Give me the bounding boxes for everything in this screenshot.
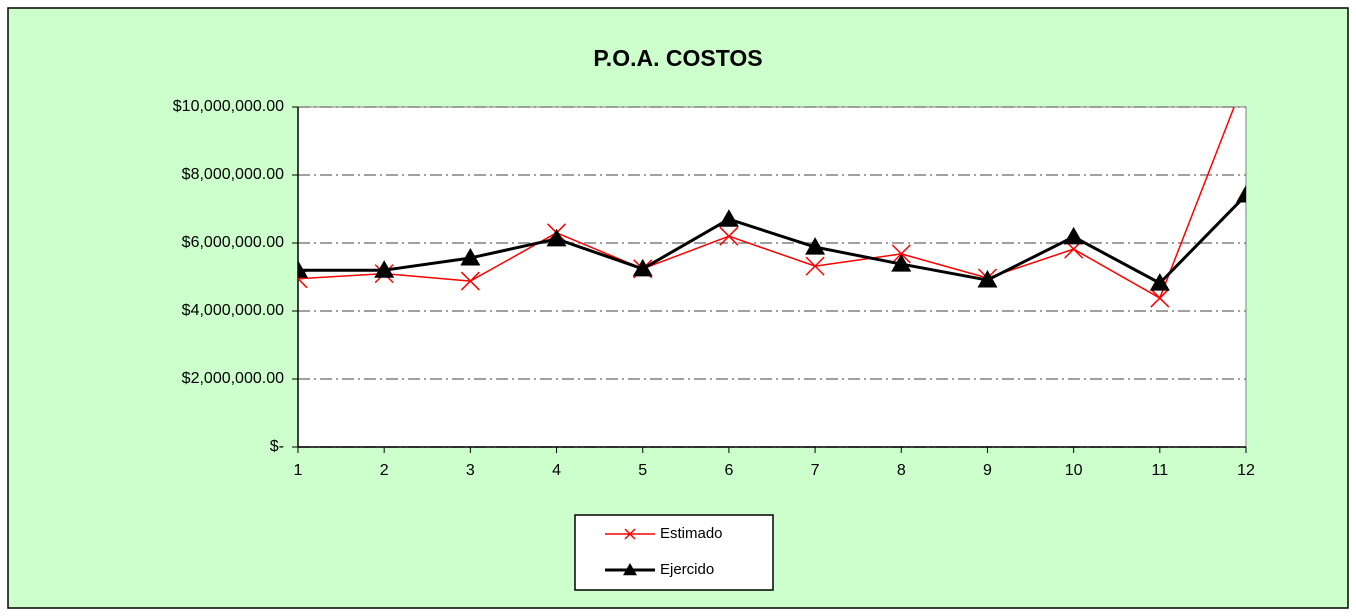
x-tick-label: 9 [983, 462, 992, 479]
marker [1236, 185, 1246, 203]
x-tick-label: 11 [1152, 462, 1169, 479]
chart-title: P.O.A. COSTOS [593, 45, 762, 71]
marker [624, 528, 636, 540]
y-tick-label: $2,000,000.00 [182, 370, 284, 387]
marker [460, 247, 481, 266]
marker [374, 260, 395, 278]
y-tick-label: $10,000,000.00 [173, 98, 284, 115]
y-tick-label: $6,000,000.00 [182, 234, 284, 251]
series-line [298, 107, 1235, 299]
marker [805, 256, 825, 276]
x-tick-label: 7 [811, 462, 820, 479]
y-tick-label: $4,000,000.00 [182, 302, 284, 319]
marker [298, 260, 308, 278]
marker [719, 226, 739, 246]
x-tick-label: 12 [1237, 462, 1255, 479]
marker [1149, 273, 1170, 291]
marker [718, 209, 739, 227]
x-tick-label: 5 [638, 462, 647, 479]
marker [805, 237, 826, 255]
x-tick-label: 6 [724, 462, 733, 479]
marker [632, 258, 653, 277]
y-tick-label: $- [270, 438, 284, 455]
marker [891, 254, 912, 272]
legend-box [574, 514, 774, 591]
x-tick-label: 3 [466, 462, 475, 479]
marker [546, 228, 567, 247]
marker [460, 271, 480, 291]
series-line [298, 194, 1246, 285]
legend-label: Estimado [660, 525, 723, 542]
legend: Estimado Ejercido [605, 525, 723, 578]
x-tick-label: 4 [552, 462, 561, 479]
marker [891, 244, 911, 264]
axes: $- $2,000,000.00 $4,000,000.00 $6,000,000.0… [173, 98, 1255, 479]
x-tick-label: 8 [897, 462, 906, 479]
y-tick-label: $8,000,000.00 [182, 166, 284, 183]
plot-content [298, 107, 1246, 308]
marker [977, 270, 998, 288]
x-tick-label: 2 [380, 462, 389, 479]
x-tick-label: 1 [294, 462, 303, 479]
marker [623, 563, 637, 576]
x-tick-label: 10 [1065, 462, 1083, 479]
marker [1150, 288, 1170, 308]
marker [1063, 226, 1084, 245]
legend-label: Ejercido [660, 561, 714, 578]
plot-area [298, 107, 1246, 447]
